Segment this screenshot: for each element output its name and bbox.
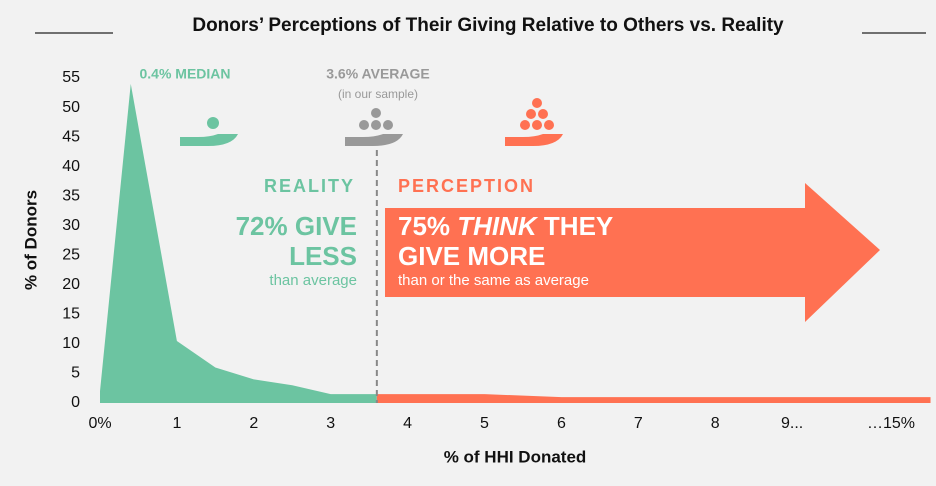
x-axis-label: % of HHI Donated bbox=[444, 447, 587, 466]
y-tick-label: 0 bbox=[71, 394, 80, 411]
y-tick-label: 35 bbox=[62, 187, 80, 204]
x-tick-label: 5 bbox=[480, 415, 489, 432]
x-tick-label: …15% bbox=[867, 415, 915, 432]
x-tick-label: 7 bbox=[634, 415, 643, 432]
x-tick-label: 9... bbox=[781, 415, 803, 432]
average-note: (in our sample) bbox=[338, 87, 418, 101]
median-label: 0.4% MEDIAN bbox=[139, 66, 230, 82]
icon-hand-many bbox=[505, 98, 563, 146]
area bbox=[100, 83, 377, 403]
perception-heading: PERCEPTION bbox=[398, 176, 535, 196]
icon-hand-few bbox=[345, 108, 403, 146]
x-tick-label: 2 bbox=[249, 415, 258, 432]
reality-line: 72% GIVE bbox=[236, 211, 357, 241]
perception-line: GIVE MORE bbox=[398, 241, 545, 271]
reality-note: than average bbox=[269, 272, 357, 289]
text-part: THEY bbox=[537, 211, 614, 241]
icon-hand-single bbox=[180, 117, 238, 146]
x-tick-label: 3 bbox=[326, 415, 335, 432]
reality-line: LESS bbox=[289, 241, 357, 271]
x-tick-label: 1 bbox=[172, 415, 181, 432]
perception-arrow bbox=[385, 183, 880, 322]
y-tick-label: 15 bbox=[62, 306, 80, 323]
chart-title: Donors’ Perceptions of Their Giving Rela… bbox=[192, 15, 784, 36]
x-tick-label: 6 bbox=[557, 415, 566, 432]
y-tick-label: 55 bbox=[62, 69, 80, 86]
x-tick-label: 0% bbox=[88, 415, 111, 432]
y-tick-label: 25 bbox=[62, 246, 80, 263]
x-tick-label: 8 bbox=[711, 415, 720, 432]
perception-note: than or the same as average bbox=[398, 272, 589, 289]
y-axis-label: % of Donors bbox=[21, 190, 40, 290]
area bbox=[376, 394, 931, 403]
average-label: 3.6% AVERAGE bbox=[326, 66, 429, 82]
y-tick-label: 40 bbox=[62, 158, 80, 175]
y-tick-label: 45 bbox=[62, 128, 80, 145]
text-part: THINK bbox=[457, 211, 539, 241]
y-tick-label: 20 bbox=[62, 276, 80, 293]
y-tick-label: 50 bbox=[62, 99, 80, 116]
perception-line: 75% THINK THEY bbox=[398, 211, 613, 241]
reality-heading: REALITY bbox=[264, 176, 355, 196]
y-tick-label: 30 bbox=[62, 217, 80, 234]
text-part: 75% bbox=[398, 211, 457, 241]
y-tick-label: 10 bbox=[62, 335, 80, 352]
y-tick-label: 5 bbox=[71, 365, 80, 382]
x-tick-label: 4 bbox=[403, 415, 412, 432]
